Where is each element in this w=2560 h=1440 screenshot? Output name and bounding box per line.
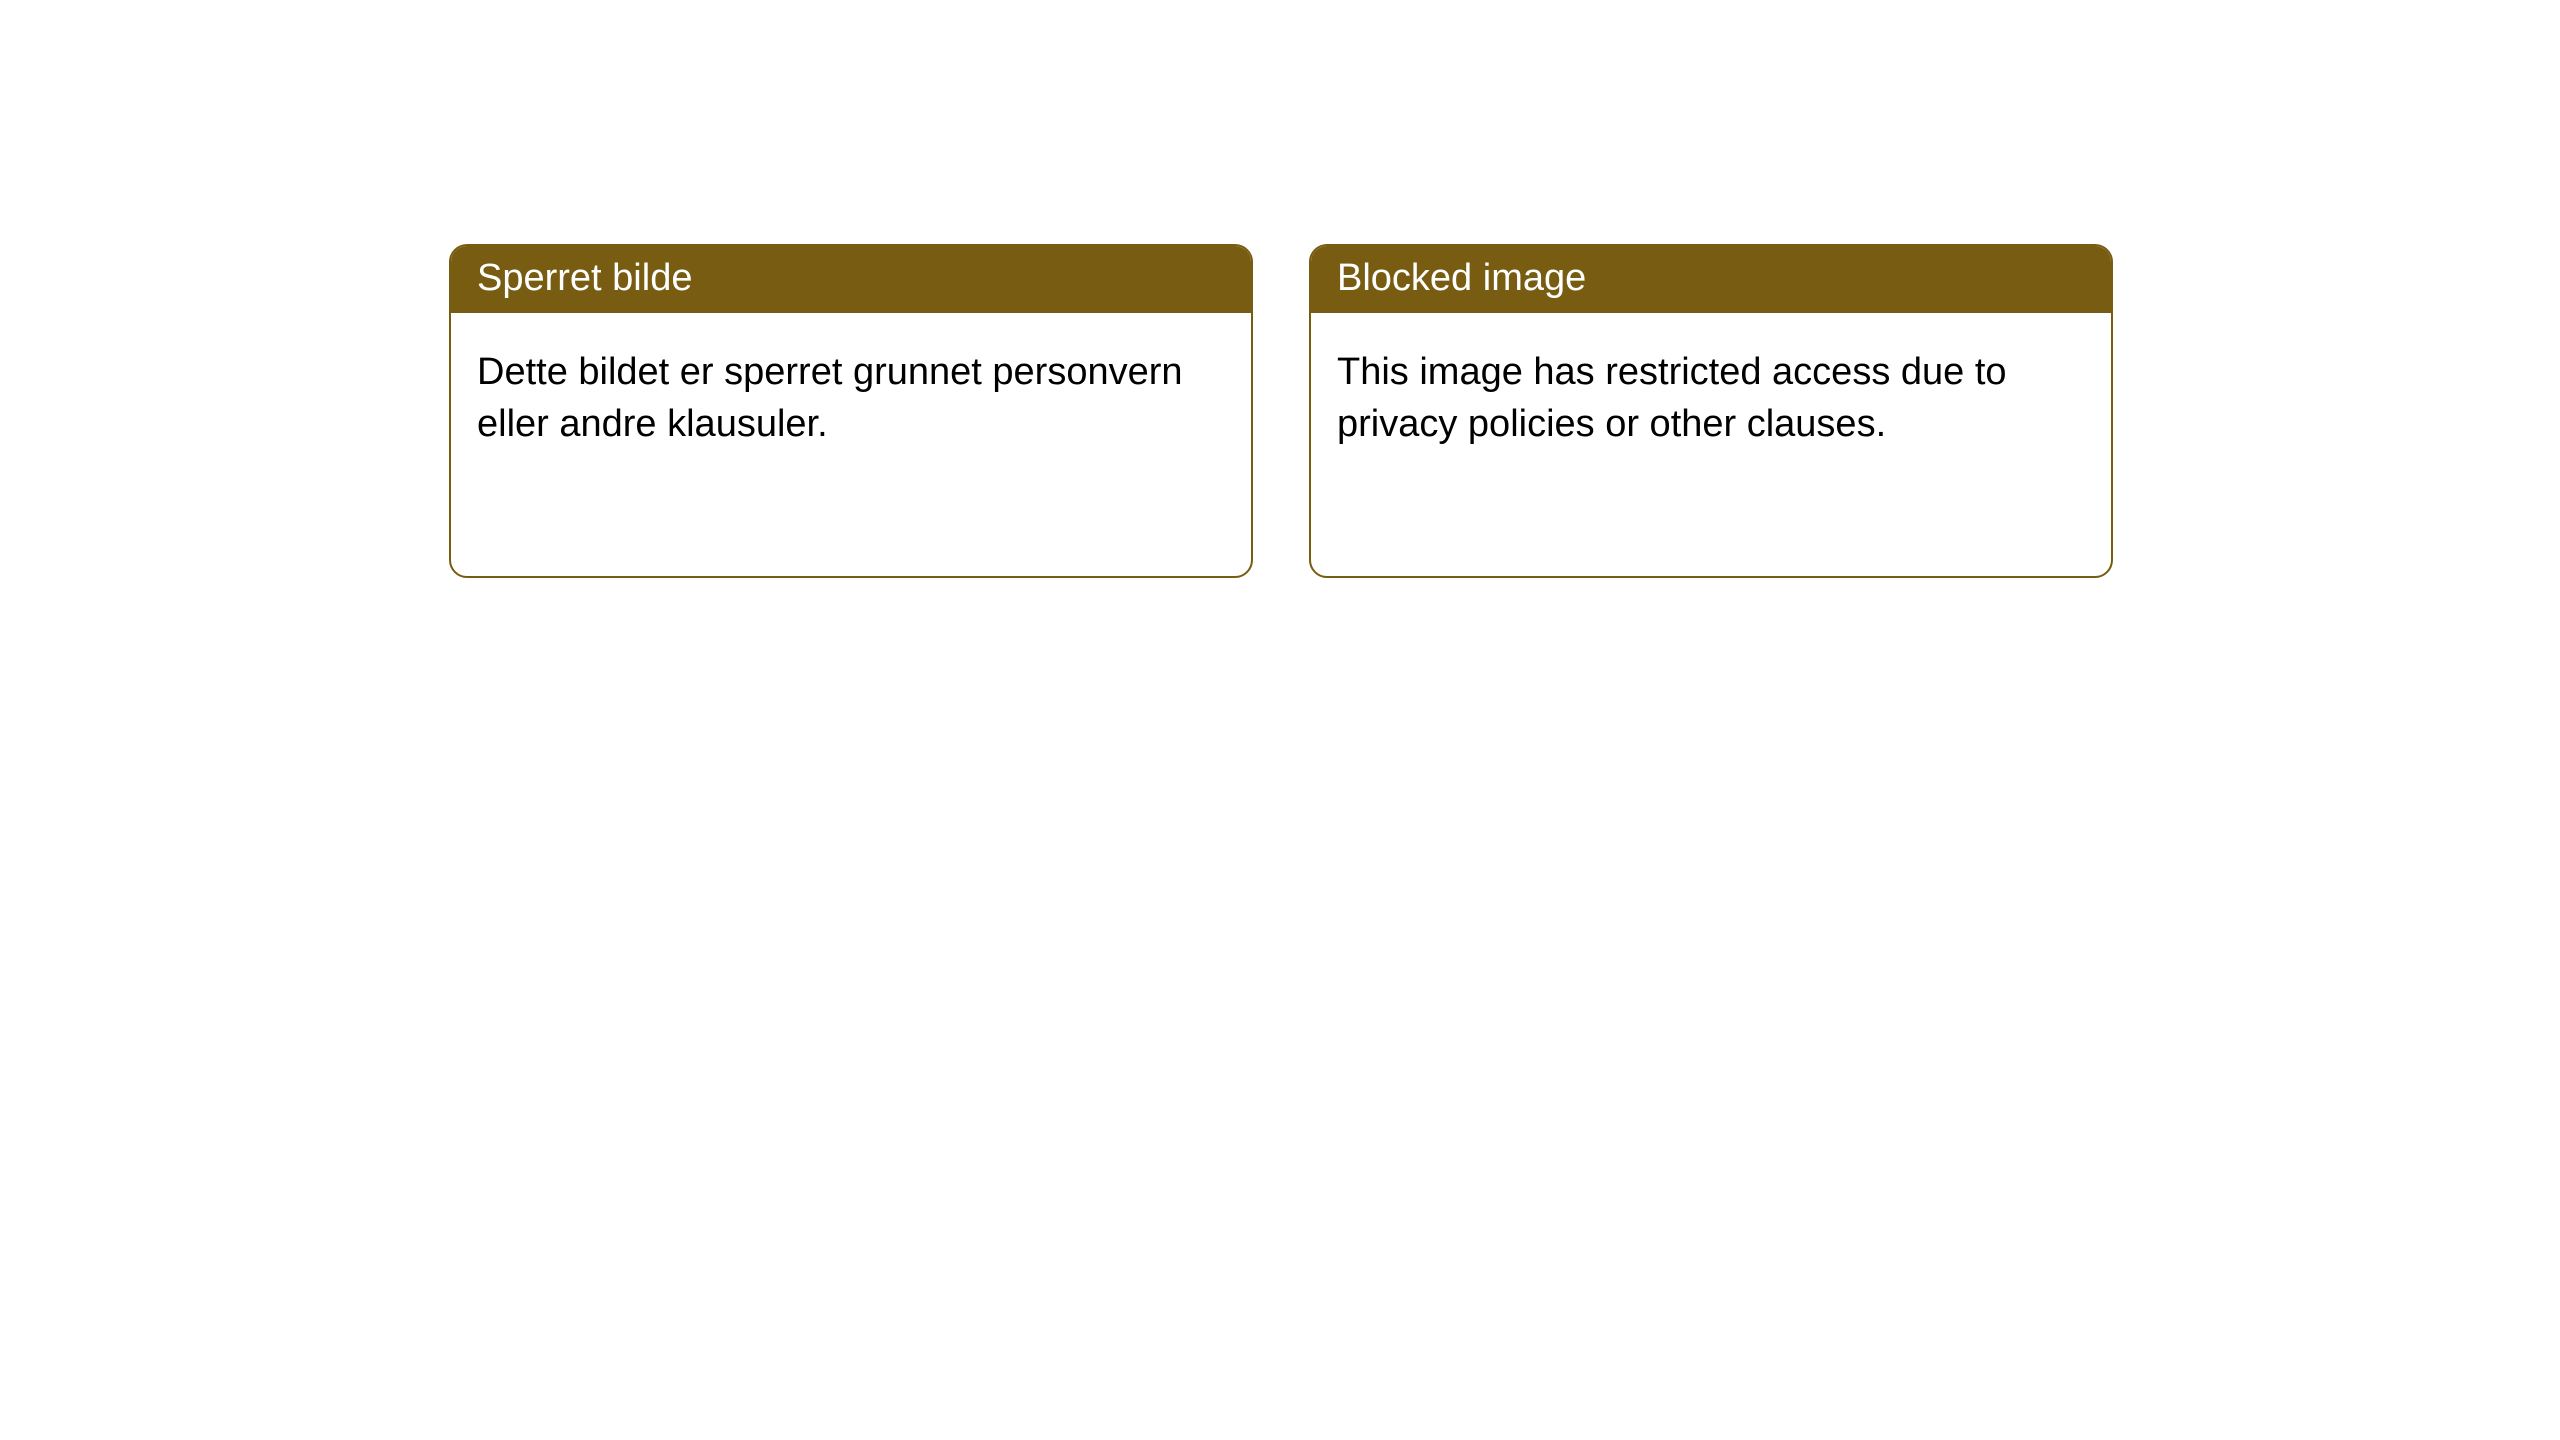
card-body-text: This image has restricted access due to … [1311, 313, 2111, 484]
cards-container: Sperret bilde Dette bildet er sperret gr… [0, 0, 2560, 578]
card-title: Sperret bilde [451, 246, 1251, 313]
notice-card-norwegian: Sperret bilde Dette bildet er sperret gr… [449, 244, 1253, 578]
card-body-text: Dette bildet er sperret grunnet personve… [451, 313, 1251, 484]
card-title: Blocked image [1311, 246, 2111, 313]
notice-card-english: Blocked image This image has restricted … [1309, 244, 2113, 578]
